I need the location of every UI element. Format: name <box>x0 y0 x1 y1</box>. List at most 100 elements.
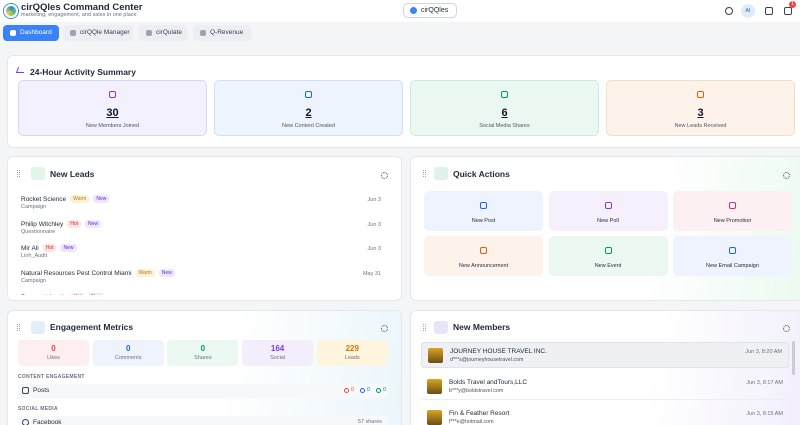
lead-name-text: Rocket Science <box>21 196 67 203</box>
drag-handle[interactable] <box>17 324 20 331</box>
lead-source: Campaign <box>21 277 47 284</box>
lead-tag: New <box>85 219 102 228</box>
drag-handle[interactable] <box>423 324 426 331</box>
engagement-metrics-panel: Engagement Metrics CONTENT ENGAGEMENT SO… <box>7 310 402 425</box>
member-email: f***e@hotmail.com <box>449 419 494 425</box>
action-icon <box>729 247 736 254</box>
action-icon <box>480 202 487 209</box>
member-email: b***y@boldstravel.com <box>449 387 504 394</box>
scrollbar[interactable] <box>792 341 795 375</box>
member-logo <box>427 378 442 394</box>
notifications-icon[interactable] <box>784 7 792 15</box>
logo <box>4 4 18 18</box>
center-button[interactable]: cirQQles <box>403 3 457 18</box>
theme-toggle[interactable] <box>725 7 733 15</box>
tab[interactable]: cirQulate <box>139 25 187 41</box>
metric-box: 229 Leads <box>316 340 388 366</box>
metric-label: Shares <box>194 355 212 361</box>
stat-icon <box>344 388 349 393</box>
members-icon <box>434 321 448 334</box>
settings-button[interactable] <box>783 325 790 332</box>
lead-name: Natural Resources Pest Control Miami Warm… <box>21 268 175 277</box>
member-item[interactable]: Fin & Feather Resort f***e@hotmail.com Jun… <box>421 405 789 425</box>
metric-box: 0 Likes <box>18 340 89 366</box>
lead-item[interactable]: Protravel AustinHotNewCampaignMay 31 <box>21 293 381 295</box>
avatar[interactable]: AI <box>741 4 755 18</box>
activity-icon <box>15 67 27 73</box>
notification-badge: 1 <box>789 1 796 8</box>
tab[interactable]: cirQQle Manager <box>63 25 133 41</box>
settings-button[interactable] <box>381 172 388 179</box>
lead-date: Jun 3 <box>367 246 381 252</box>
lead-tag: Hot <box>67 219 82 228</box>
social-heading: SOCIAL MEDIA <box>18 406 58 412</box>
panel-title: Quick Actions <box>453 169 510 179</box>
stat-comments: 0 <box>367 387 371 393</box>
card-label: Social Media Shares <box>479 123 530 129</box>
section-title: 24-Hour Activity Summary <box>30 67 136 77</box>
member-logo <box>428 348 443 363</box>
row-icon <box>22 387 29 394</box>
leads-list: Rocket Science Warm New Campaign Jun 3 Philip… <box>8 191 403 295</box>
member-name: Fin & Feather Resort <box>449 410 510 417</box>
settings-button[interactable] <box>783 172 790 179</box>
settings-button[interactable] <box>381 325 388 332</box>
tab[interactable]: Dashboard <box>3 25 59 41</box>
member-item[interactable]: JOURNEY HOUSE TRAVEL INC. d***s@journeyho… <box>421 342 789 368</box>
card-label: New Members Joined <box>85 123 140 129</box>
lead-tag: Warm <box>135 268 155 277</box>
quick-action[interactable]: New Promotion <box>673 191 792 231</box>
metric-label: Social <box>270 355 286 361</box>
action-label: New Email Campaign <box>706 263 759 269</box>
quick-actions-panel: Quick Actions New Post New Poll New Promot… <box>410 156 800 301</box>
social-row: Facebook 57 shares <box>18 416 388 425</box>
quick-action[interactable]: New Email Campaign <box>673 236 792 276</box>
app-title: cirQQles Command Center <box>21 2 143 13</box>
action-icon <box>729 202 736 209</box>
lead-name: Mir Ali Hot New <box>21 244 77 252</box>
quick-action[interactable]: New Announcement <box>424 236 543 276</box>
card-icon <box>501 91 508 98</box>
lead-name-text: Philip Witchley <box>21 220 64 228</box>
content-heading: CONTENT ENGAGEMENT <box>18 374 85 380</box>
activity-summary: 24-Hour Activity Summary 30 New Members J… <box>7 55 800 148</box>
stat-shares: 0 <box>383 387 387 393</box>
tab-label: cirQulate <box>156 29 183 36</box>
lead-name-text: Mir Ali <box>21 245 39 252</box>
lead-item[interactable]: Rocket Science Warm New Campaign Jun 3 <box>21 195 381 217</box>
lead-tag: New <box>158 268 175 277</box>
lead-item[interactable]: Philip Witchley Hot New Questionnaire Jun 3 <box>21 219 381 242</box>
lead-item[interactable]: Mir Ali Hot New Linh_Audit Jun 3 <box>21 244 381 266</box>
quick-action[interactable]: New Poll <box>548 191 668 231</box>
quick-action[interactable]: New Post <box>424 191 543 231</box>
tab-bar: Dashboard cirQQle Manager cirQulate Q-Reven… <box>0 23 800 43</box>
messages-icon[interactable] <box>765 7 773 15</box>
metric-box: 164 Social <box>242 340 314 366</box>
member-name: Bolds Travel andTours,LLC <box>449 378 528 386</box>
lead-item[interactable]: Natural Resources Pest Control Miami Warm… <box>21 268 381 291</box>
lead-name: Rocket Science Warm New <box>21 195 110 203</box>
metric-label: Likes <box>47 355 60 361</box>
new-members-panel: New Members JOURNEY HOUSE TRAVEL INC. d**… <box>410 310 800 425</box>
card-value: 6 <box>501 107 508 119</box>
tab[interactable]: Q-Revenue <box>193 25 251 41</box>
lead-name: Philip Witchley Hot New <box>21 219 102 228</box>
metric-value: 164 <box>270 344 285 353</box>
tab-icon <box>200 30 206 36</box>
summary-card: 3 New Leads Received <box>606 80 795 136</box>
tab-icon <box>70 30 76 36</box>
quick-action[interactable]: New Event <box>548 236 668 276</box>
lead-tag: New <box>88 293 105 295</box>
action-label: New Poll <box>597 218 619 224</box>
summary-card: 6 Social Media Shares <box>410 80 599 136</box>
member-email: d***s@journeyhousetravel.com <box>450 357 524 363</box>
tab-icon <box>10 30 16 36</box>
row-label: Facebook <box>33 419 62 425</box>
lead-source: Linh_Audit <box>21 253 47 259</box>
member-item[interactable]: Bolds Travel andTours,LLC b***y@boldstrav… <box>421 374 789 400</box>
drag-handle[interactable] <box>17 170 20 177</box>
card-value: 2 <box>305 107 312 119</box>
drag-handle[interactable] <box>423 170 426 177</box>
member-logo <box>427 410 442 425</box>
